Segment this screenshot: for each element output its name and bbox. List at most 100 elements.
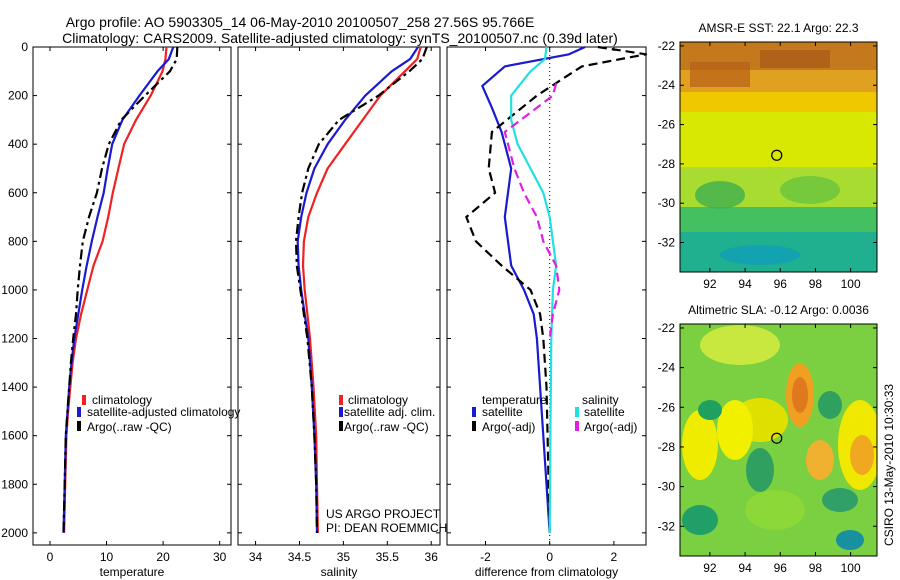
panel-0: 0 10 20 30 0 200 400 600 800 1000 1200 1400 1600 1800… (1, 40, 232, 579)
x-axis-label: difference from climatology (475, 565, 618, 579)
panel-3: 92 94 96 98 100 -22 -24 -26 -28 -30 -32 AMSR-E SST:… (658, 21, 878, 291)
x-tick-label: 94 (738, 277, 752, 291)
legend-item-argo-sal: Argo(-adj) (584, 420, 637, 434)
legend-item-climatology: climatology (92, 393, 152, 407)
y-tick-label: 1000 (1, 283, 28, 297)
y-tick-label: -26 (658, 118, 676, 132)
x-tick-label: 10 (100, 550, 114, 564)
legend-item-satellite-sal: satellite (584, 405, 625, 419)
map-title: Altimetric SLA: -0.12 Argo: 0.0036 (688, 303, 869, 317)
legend-temperature: climatology satellite-adjusted climatolo… (77, 393, 240, 434)
y-tick-label: 400 (8, 137, 28, 151)
legend-swatch-argo (77, 421, 81, 431)
plot-frame (32, 46, 232, 546)
legend-header-salinity: salinity (582, 393, 619, 407)
y-tick-label: -32 (658, 236, 676, 250)
legend-difference: temperature salinity satellite Argo(-adj… (472, 393, 637, 434)
x-tick-label: 100 (841, 561, 861, 575)
panel-1: 34 34.5 35 35.5 36 salinity (237, 46, 441, 579)
x-tick-label: 35.5 (376, 550, 400, 564)
legend-item-argo: Argo(..raw -QC) (344, 420, 429, 434)
y-tick-label: -32 (658, 519, 676, 533)
x-tick-label: 98 (809, 277, 823, 291)
legend-swatch-argo-sal (575, 421, 579, 431)
y-tick-label: -28 (658, 440, 676, 454)
y-tick-label: 200 (8, 89, 28, 103)
x-tick-label: 30 (213, 550, 227, 564)
legend-item-climatology: climatology (348, 393, 408, 407)
x-tick-label: 96 (774, 277, 788, 291)
legend-item-satellite: satellite adj. clim. (344, 405, 435, 419)
sla-map-field (680, 324, 877, 556)
pi-label: PI: DEAN ROEMMICH (326, 521, 447, 535)
x-axis-label: salinity (321, 565, 358, 579)
argo-location-marker (771, 149, 783, 161)
x-tick-label: 34 (249, 550, 263, 564)
x-tick-label: 34.5 (288, 550, 312, 564)
x-tick-label: 96 (774, 561, 788, 575)
x-tick-label: 100 (841, 277, 861, 291)
map-title: AMSR-E SST: 22.1 Argo: 22.3 (698, 21, 858, 35)
x-tick-label: 35 (337, 550, 351, 564)
series-line (294, 46, 428, 533)
project-label: US ARGO PROJECT (326, 507, 441, 521)
y-tick-label: -22 (658, 321, 676, 335)
y-tick-label: -30 (658, 480, 676, 494)
y-tick-label: 2000 (1, 526, 28, 540)
figure-title-line1: Argo profile: AO 5903305_14 06-May-2010 … (66, 14, 535, 30)
x-tick-label: 94 (738, 561, 752, 575)
y-tick-label: -30 (658, 196, 676, 210)
x-axis-label: temperature (100, 565, 165, 579)
sst-map-field (680, 42, 877, 272)
plot-frame (237, 46, 441, 546)
legend-item-satellite-temp: satellite (482, 405, 523, 419)
y-tick-label: 1800 (1, 477, 28, 491)
figure-title-line2: Climatology: CARS2009. Satellite-adjuste… (62, 30, 618, 46)
series-line (62, 46, 179, 533)
x-tick-label: 0 (546, 550, 553, 564)
y-tick-label: -26 (658, 400, 676, 414)
y-tick-label: 1200 (1, 332, 28, 346)
x-tick-label: 92 (703, 277, 717, 291)
legend-item-satellite: satellite-adjusted climatology (87, 405, 240, 419)
y-tick-label: -22 (658, 39, 676, 53)
y-tick-label: 600 (8, 186, 28, 200)
y-tick-label: -24 (658, 78, 676, 92)
x-tick-label: 20 (156, 550, 170, 564)
legend-salinity: climatology satellite adj. clim. Argo(..… (339, 393, 435, 434)
panel-4: 92 94 96 98 100 -22 -24 -26 -28 -30 -32 Altimetric … (658, 303, 878, 575)
series-line (63, 46, 168, 533)
y-tick-label: 1600 (1, 429, 28, 443)
x-tick-label: 0 (47, 550, 54, 564)
series-line (465, 45, 648, 533)
legend-swatch-climatology (339, 395, 343, 405)
argo-location-marker (771, 432, 783, 444)
x-tick-label: 92 (703, 561, 717, 575)
legend-item-argo-temp: Argo(-adj) (482, 420, 535, 434)
y-tick-label: -24 (658, 361, 676, 375)
y-tick-label: 1400 (1, 380, 28, 394)
series-line (481, 45, 586, 533)
x-tick-label: 98 (809, 561, 823, 575)
legend-swatch-satellite (339, 407, 343, 417)
legend-header-temperature: temperature (482, 393, 547, 407)
credit-label: CSIRO 13-May-2010 10:30:33 (882, 384, 896, 546)
series-line (301, 46, 422, 533)
series-line (503, 83, 561, 339)
legend-swatch-argo (339, 421, 343, 431)
y-tick-label: 0 (21, 40, 28, 54)
legend-swatch-satellite-temp (472, 407, 476, 417)
plot-frame (679, 323, 878, 557)
y-tick-label: 800 (8, 234, 28, 248)
legend-swatch-satellite-sal (575, 407, 579, 417)
legend-item-argo: Argo(..raw -QC) (87, 420, 172, 434)
x-tick-label: -2 (480, 550, 491, 564)
x-tick-label: 36 (425, 550, 439, 564)
series-line (62, 46, 175, 533)
plot-frame (679, 41, 878, 273)
legend-swatch-argo-temp (472, 421, 476, 431)
legend-swatch-climatology (82, 395, 86, 405)
x-tick-label: 2 (611, 550, 618, 564)
